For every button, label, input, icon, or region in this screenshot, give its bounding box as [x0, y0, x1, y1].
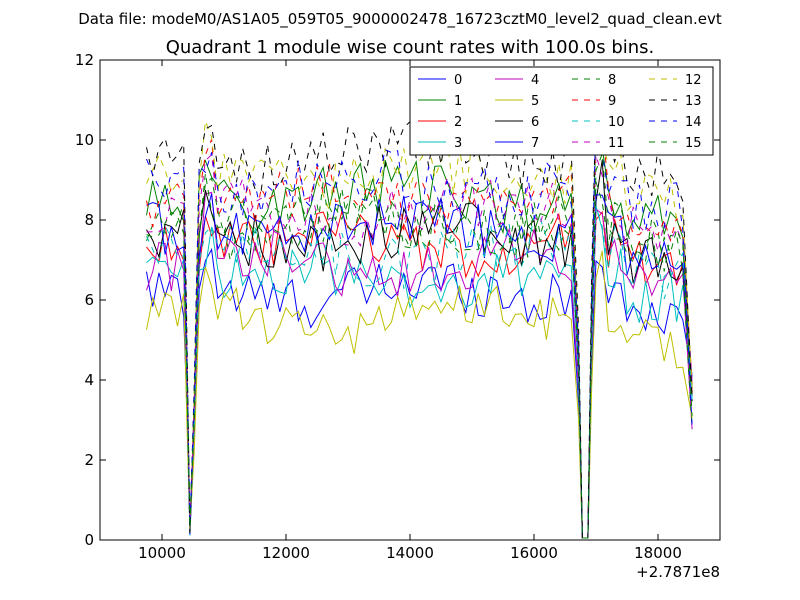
series-line-2	[146, 210, 693, 539]
y-tick-label: 4	[84, 371, 94, 389]
legend-label-11: 11	[608, 136, 625, 151]
legend-label-8: 8	[608, 73, 616, 88]
legend-label-1: 1	[454, 94, 462, 109]
y-tick-label: 12	[75, 51, 94, 69]
y-tick-label: 2	[84, 451, 94, 469]
x-tick-label: 16000	[510, 544, 558, 562]
legend-label-15: 15	[685, 136, 702, 151]
legend-box	[409, 66, 714, 156]
chart-title: Quadrant 1 module wise count rates with …	[166, 37, 655, 58]
x-tick-label: 10000	[138, 544, 186, 562]
legend-label-6: 6	[531, 115, 539, 130]
series-line-15	[146, 153, 693, 539]
y-tick-label: 0	[84, 531, 94, 549]
legend-label-7: 7	[531, 136, 539, 151]
legend-label-2: 2	[454, 115, 462, 130]
x-tick-label: 18000	[634, 544, 682, 562]
series-line-14	[146, 112, 693, 539]
series-line-6	[146, 160, 693, 539]
legend-label-5: 5	[531, 94, 539, 109]
y-tick-label: 8	[84, 211, 94, 229]
legend-label-4: 4	[531, 73, 539, 88]
series-line-13	[146, 103, 693, 539]
y-tick-label: 6	[84, 291, 94, 309]
plot-area	[146, 103, 693, 539]
x-tick-label: 12000	[262, 544, 310, 562]
legend-label-10: 10	[608, 115, 625, 130]
legend-label-3: 3	[454, 136, 462, 151]
series-line-11	[146, 153, 693, 539]
series-line-0	[146, 247, 693, 539]
series-line-1	[146, 123, 693, 539]
y-tick-label: 10	[75, 131, 94, 149]
legend-label-12: 12	[685, 73, 702, 88]
x-offset-label: +2.7871e8	[636, 563, 720, 581]
x-tick-label: 14000	[386, 544, 434, 562]
legend-label-13: 13	[685, 94, 702, 109]
legend-label-0: 0	[454, 73, 462, 88]
series-line-5	[146, 250, 693, 539]
series-line-9	[146, 124, 693, 539]
legend-label-9: 9	[608, 94, 616, 109]
chart-supertitle: Data file: modeM0/AS1A05_059T05_90000024…	[78, 10, 722, 29]
legend-label-14: 14	[685, 115, 702, 130]
